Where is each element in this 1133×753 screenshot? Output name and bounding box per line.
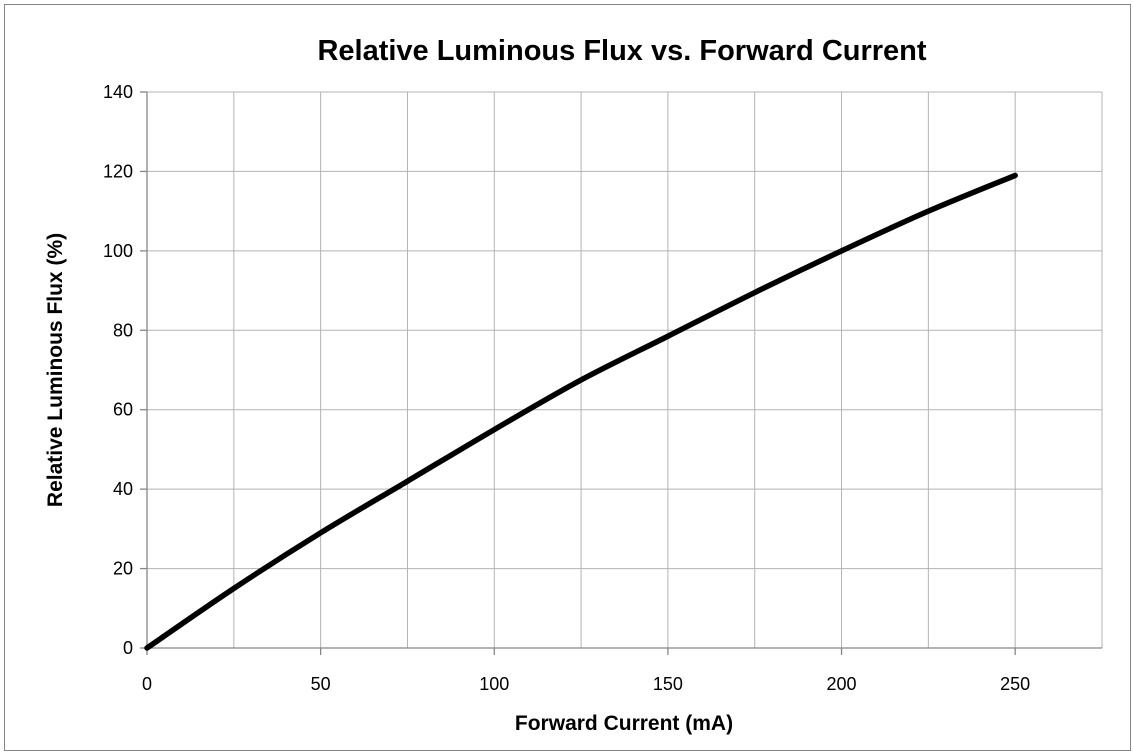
y-tick-label: 20: [113, 559, 133, 579]
x-tick-labels: 0 50 100 150 200 250: [142, 674, 1030, 694]
y-tick-label: 60: [113, 400, 133, 420]
x-tick-label: 0: [142, 674, 152, 694]
y-tick-label: 80: [113, 320, 133, 340]
x-axis-title: Forward Current (mA): [515, 712, 733, 735]
x-tick-label: 250: [1000, 674, 1030, 694]
x-tick-label: 50: [311, 674, 331, 694]
series-layer: [144, 172, 1018, 651]
y-tick-label: 100: [103, 241, 133, 261]
y-tick-label: 120: [103, 161, 133, 181]
x-tick-label: 100: [479, 674, 509, 694]
y-tick-label: 0: [123, 638, 133, 658]
x-tick-label: 150: [653, 674, 683, 694]
chart-title: Relative Luminous Flux vs. Forward Curre…: [317, 35, 926, 67]
grid: [147, 91, 1103, 648]
axes: [140, 91, 1102, 655]
y-axis-title: Relative Luminous Flux (%): [44, 233, 67, 507]
y-tick-label: 40: [113, 479, 133, 499]
chart-frame: [4, 4, 1131, 751]
x-tick-label: 200: [827, 674, 857, 694]
y-tick-label: 140: [103, 82, 133, 102]
series-line: [144, 172, 1018, 651]
y-tick-labels: 0 20 40 60 80 100 120 140: [103, 82, 133, 658]
